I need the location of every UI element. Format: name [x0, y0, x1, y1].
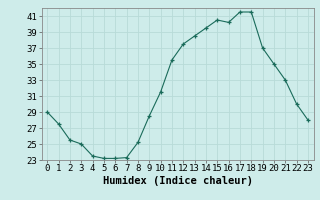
- X-axis label: Humidex (Indice chaleur): Humidex (Indice chaleur): [103, 176, 252, 186]
